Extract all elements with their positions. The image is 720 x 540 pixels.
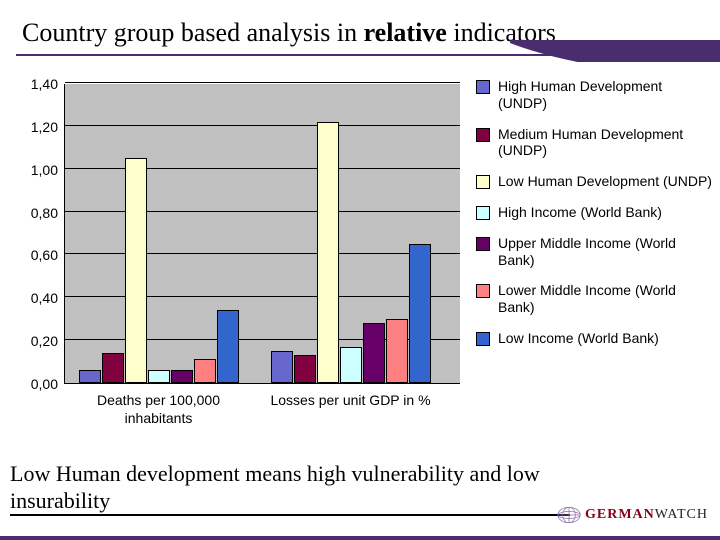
legend-swatch — [476, 175, 490, 189]
legend-label: Medium Human Development (UNDP) — [498, 126, 712, 160]
germanwatch-logo: GERMANWATCH — [555, 504, 708, 526]
legend-label: Low Human Development (UNDP) — [498, 173, 712, 190]
legend-swatch — [476, 237, 490, 251]
grid-line — [65, 125, 460, 126]
y-tick-label: 0,00 — [8, 376, 58, 392]
bar-high_hd — [79, 370, 101, 383]
bar-lmid_inc — [194, 359, 216, 383]
chart: 0,00 0,20 0,40 0,60 0,80 1,00 1,20 1,40 Deaths … — [8, 78, 472, 458]
y-tick-label: 0,40 — [8, 290, 58, 306]
legend-label: Upper Middle Income (World Bank) — [498, 235, 712, 269]
page-title: Country group based analysis in relative… — [22, 18, 556, 48]
legend-swatch — [476, 206, 490, 220]
legend-item-med_hd: Medium Human Development (UNDP) — [476, 126, 712, 160]
y-tick-label: 0,80 — [8, 205, 58, 221]
logo-text: GERMANWATCH — [585, 507, 708, 523]
bar-med_hd — [294, 355, 316, 383]
grid-line — [65, 82, 460, 83]
y-tick-label: 1,20 — [8, 119, 58, 135]
bar-low_hd — [317, 122, 339, 383]
legend-label: Lower Middle Income (World Bank) — [498, 282, 712, 316]
y-tick-label: 1,00 — [8, 162, 58, 178]
legend-item-high_inc: High Income (World Bank) — [476, 204, 712, 221]
legend-item-lmid_inc: Lower Middle Income (World Bank) — [476, 282, 712, 316]
legend-swatch — [476, 332, 490, 346]
header-swoosh — [510, 40, 720, 62]
bar-low_inc — [409, 244, 431, 383]
bar-low_inc — [217, 310, 239, 383]
x-category-label: Deaths per 100,000 inhabitants — [64, 392, 254, 427]
legend-label: High Income (World Bank) — [498, 204, 712, 221]
bar-high_hd — [271, 351, 293, 383]
bar-high_inc — [148, 370, 170, 383]
legend-swatch — [476, 284, 490, 298]
bar-lmid_inc — [386, 319, 408, 383]
legend-item-umid_inc: Upper Middle Income (World Bank) — [476, 235, 712, 269]
x-category-label: Losses per unit GDP in % — [256, 392, 446, 410]
chart-plot-area — [64, 84, 460, 384]
legend-item-high_hd: High Human Development (UNDP) — [476, 78, 712, 112]
legend-label: Low Income (World Bank) — [498, 330, 712, 347]
legend-item-low_hd: Low Human Development (UNDP) — [476, 173, 712, 190]
bar-low_hd — [125, 158, 147, 383]
y-tick-label: 1,40 — [8, 76, 58, 92]
slide-root: Country group based analysis in relative… — [0, 0, 720, 540]
title-bold: relative — [364, 18, 447, 47]
y-tick-label: 0,20 — [8, 333, 58, 349]
bar-umid_inc — [363, 323, 385, 383]
legend-swatch — [476, 128, 490, 142]
globe-icon — [555, 504, 583, 526]
legend-swatch — [476, 80, 490, 94]
y-tick-label: 0,60 — [8, 247, 58, 263]
bar-umid_inc — [171, 370, 193, 383]
bar-high_inc — [340, 347, 362, 383]
title-plain: Country group based analysis in — [22, 18, 364, 47]
caption-text: Low Human development means high vulnera… — [10, 461, 570, 516]
legend-label: High Human Development (UNDP) — [498, 78, 712, 112]
bar-med_hd — [102, 353, 124, 383]
legend-item-low_inc: Low Income (World Bank) — [476, 330, 712, 347]
chart-legend: High Human Development (UNDP) Medium Huma… — [476, 78, 712, 361]
